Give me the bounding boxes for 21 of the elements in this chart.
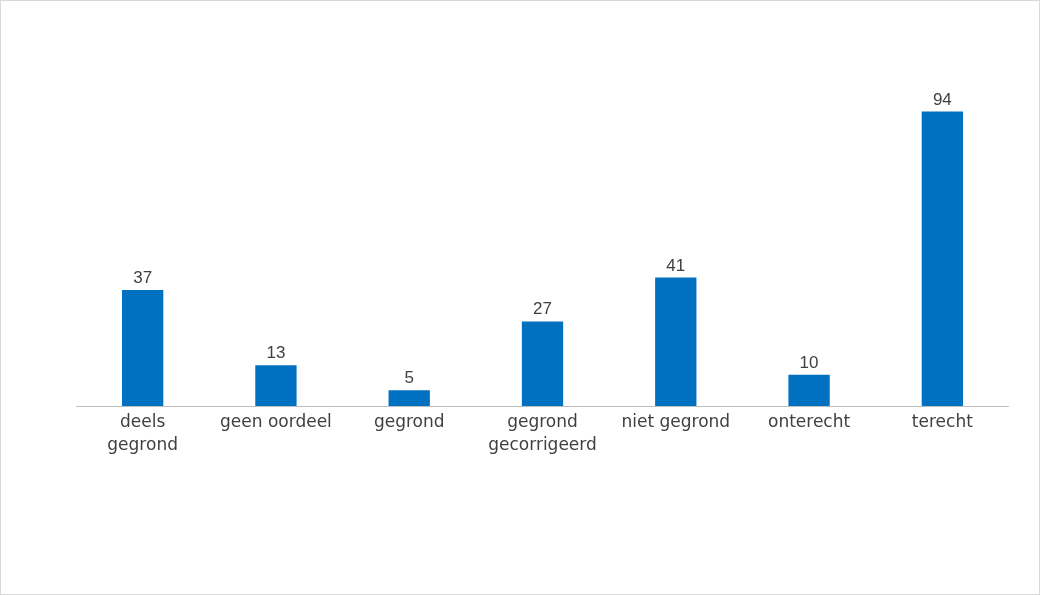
x-tick-label: niet gegrond [621,411,731,432]
bar [788,374,830,406]
data-label: 37 [133,268,153,288]
data-label: 5 [404,368,414,388]
data-label: 94 [932,89,952,109]
bar [388,390,430,406]
x-tick-label: onterecht [767,411,851,432]
x-tick-label: deels gegrond [107,411,178,454]
x-tick-label: terecht [911,411,974,432]
x-tick-label: gegrond gecorrigeerd [488,411,597,454]
bar [121,290,164,406]
data-label: 10 [799,352,819,372]
data-label: 13 [266,343,286,363]
bar [921,111,964,406]
bar [655,277,697,406]
data-label: 27 [533,299,552,319]
x-tick-label: geen oordeel [220,411,332,432]
bar [521,321,564,406]
x-tick-label: gegrond [373,411,445,432]
bar [255,365,297,406]
data-label: 41 [666,255,686,275]
